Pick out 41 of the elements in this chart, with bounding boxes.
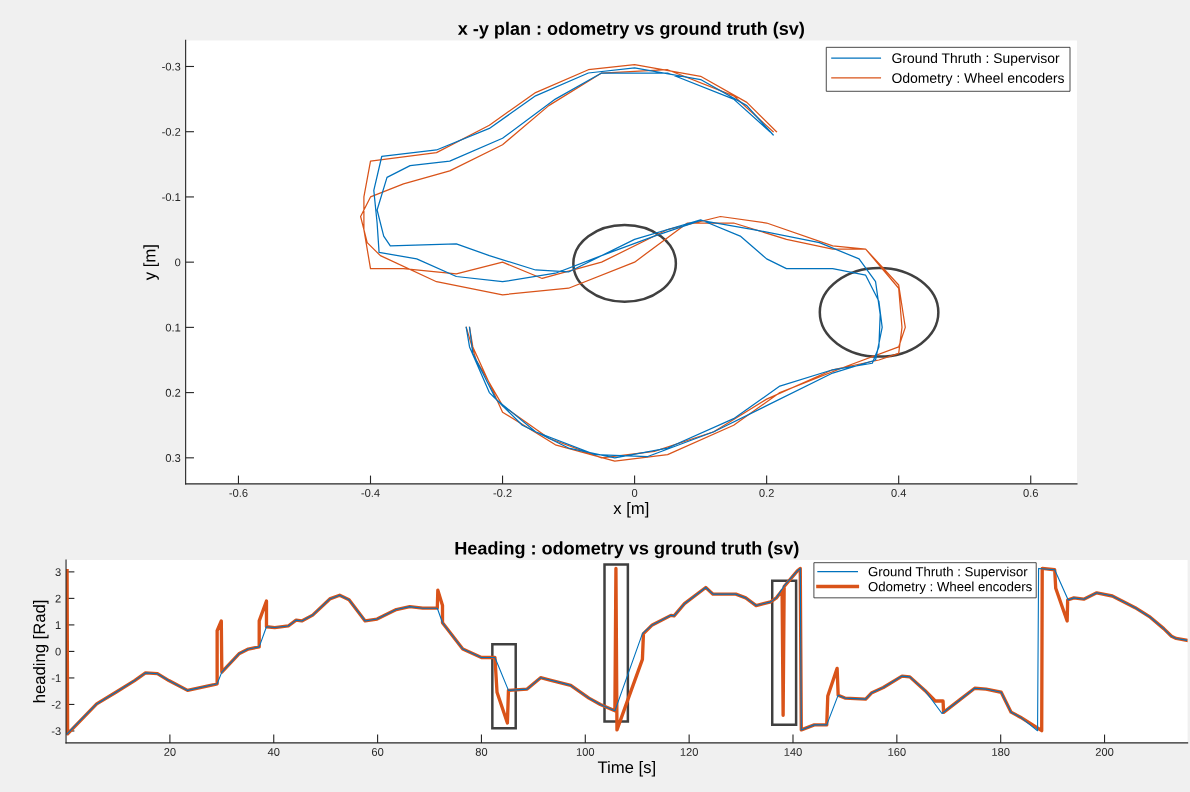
y-tick-label: 0.2: [165, 388, 181, 397]
x-tick-label: 0.6: [1023, 489, 1038, 497]
y-tick-label: 0.1: [165, 323, 181, 332]
y-tick-label: 0.3: [165, 454, 181, 462]
x-tick-label: 180: [992, 748, 1010, 756]
x-tick-label: 0: [631, 489, 638, 497]
x-axis-title: x [m]: [613, 501, 649, 518]
y-tick-label: -3: [51, 727, 61, 736]
chart-title: x -y plan : odometry vs ground truth (sv): [457, 21, 804, 39]
legend-label: Ground Thruth : Supervisor: [892, 52, 1060, 66]
y-tick-label: 2: [55, 594, 61, 603]
x-tick-label: 60: [371, 748, 384, 756]
x-tick-label: 140: [784, 748, 802, 756]
y-axis-title: y [m]: [143, 245, 159, 281]
x-tick-label: 0.4: [891, 489, 907, 497]
chart-title: Heading : odometry vs ground truth (sv): [455, 541, 799, 559]
x-axis-title: Time [s]: [597, 760, 655, 777]
legend-label: Ground Thruth : Supervisor: [868, 566, 1028, 579]
x-tick-label: -0.6: [229, 489, 248, 497]
y-tick-label: -0.3: [162, 62, 181, 71]
legend-label: Odometry : Wheel encoders: [892, 72, 1064, 86]
legend-label: Odometry : Wheel encoders: [868, 581, 1032, 594]
y-tick-label: 0: [55, 647, 61, 656]
x-tick-label: 200: [1095, 748, 1114, 756]
x-tick-label: 20: [164, 748, 176, 756]
x-tick-label: 80: [475, 748, 488, 756]
y-tick-label: -0.1: [162, 193, 181, 202]
y-tick-label: 1: [55, 621, 61, 629]
y-tick-label: 3: [55, 568, 61, 577]
y-tick-label: -1: [51, 674, 61, 682]
x-tick-label: 120: [680, 748, 698, 756]
y-tick-label: 0: [175, 258, 181, 267]
x-tick-label: 100: [576, 748, 595, 756]
y-tick-label: -0.2: [162, 127, 181, 136]
x-tick-label: 0.2: [759, 489, 774, 497]
x-tick-label: 40: [267, 748, 280, 756]
x-tick-label: -0.4: [361, 489, 380, 497]
x-tick-label: 160: [888, 748, 906, 756]
y-axis-title: heading [Rad]: [32, 600, 49, 703]
x-tick-label: -0.2: [493, 489, 512, 497]
y-tick-label: -2: [51, 700, 61, 709]
